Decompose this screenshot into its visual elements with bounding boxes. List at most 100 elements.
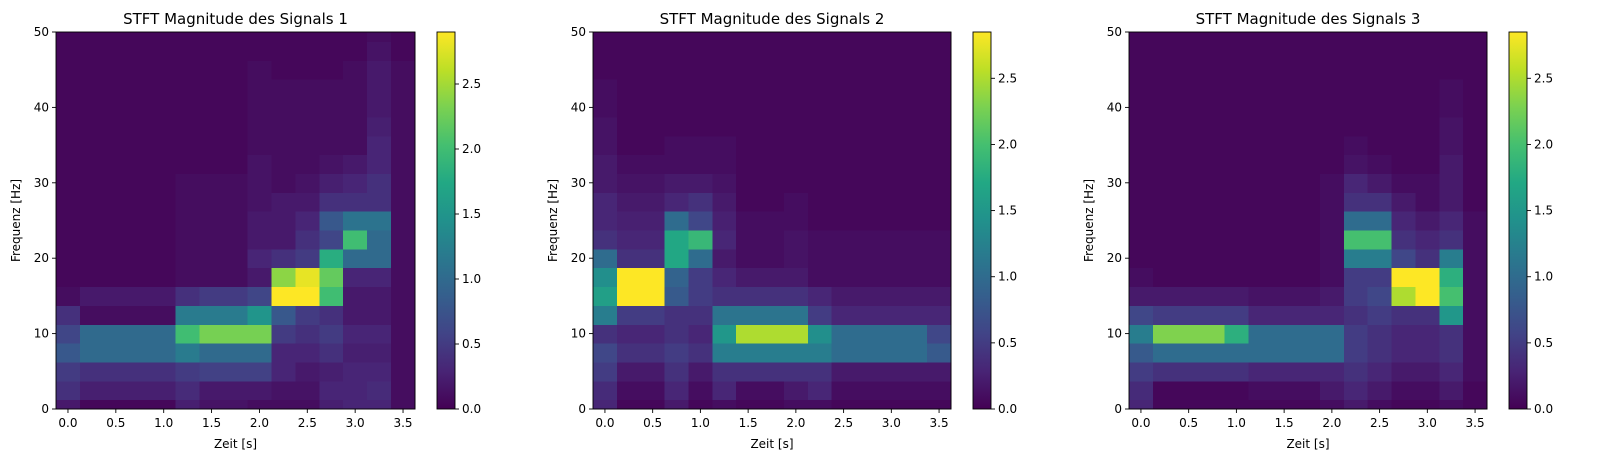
heatmap-cell: [1319, 211, 1345, 231]
heatmap-cell: [783, 60, 809, 80]
heatmap-cell: [783, 361, 809, 382]
heatmap-cell: [295, 380, 320, 401]
heatmap-cell: [1272, 343, 1297, 363]
heatmap-cell: [271, 399, 296, 410]
heatmap-cell: [736, 286, 761, 306]
heatmap-cell: [616, 135, 642, 156]
heatmap-cell: [593, 173, 618, 193]
heatmap-cell: [879, 60, 904, 80]
heatmap-cell: [927, 116, 952, 137]
colorbar-tick-label: 1.0: [462, 272, 481, 286]
heatmap-cell: [1129, 305, 1154, 325]
heatmap-cell: [855, 305, 880, 325]
heatmap-cell: [903, 211, 928, 231]
heatmap-cell: [879, 324, 904, 344]
heatmap-cell: [151, 32, 177, 43]
heatmap-cell: [127, 229, 153, 250]
heatmap-cell: [271, 380, 296, 401]
heatmap-cell: [1463, 286, 1488, 306]
heatmap-cell: [1367, 286, 1393, 306]
heatmap-cell: [1415, 267, 1440, 288]
heatmap-cell: [223, 97, 249, 118]
heatmap-cell: [1224, 60, 1249, 80]
heatmap-cell: [664, 192, 690, 212]
heatmap-cell: [127, 380, 153, 401]
heatmap-cell: [664, 267, 690, 288]
heatmap-cell: [903, 305, 928, 325]
x-tick-label: 0.5: [643, 416, 662, 430]
heatmap-cell: [1152, 343, 1178, 363]
heatmap-cell: [1129, 154, 1154, 174]
heatmap-cell: [223, 173, 249, 193]
heatmap-cell: [1319, 229, 1345, 250]
heatmap-cell: [391, 324, 416, 344]
heatmap-cell: [593, 60, 618, 80]
heatmap-cell: [1176, 248, 1202, 269]
heatmap-cell: [1129, 116, 1154, 137]
heatmap-cell: [319, 154, 344, 174]
heatmap-cell: [223, 380, 249, 401]
colorbar-tick-label: 0.0: [462, 402, 481, 416]
heatmap-cell: [807, 324, 833, 344]
heatmap-cell: [807, 41, 833, 61]
heatmap-cell: [1224, 41, 1249, 61]
heatmap-cell: [1463, 116, 1488, 137]
heatmap-cell: [616, 229, 642, 250]
heatmap-cell: [151, 192, 177, 212]
heatmap-cell: [343, 154, 368, 174]
colorbar-tick-label: 2.0: [462, 142, 481, 156]
heatmap-cell: [1224, 267, 1249, 288]
heatmap-cell: [175, 248, 201, 269]
heatmap-cell: [367, 173, 392, 193]
heatmap-cell: [712, 361, 737, 382]
heatmap-cell: [1152, 380, 1178, 401]
heatmap-cell: [712, 286, 737, 306]
heatmap-cell: [903, 267, 928, 288]
heatmap-cell: [175, 324, 201, 344]
heatmap-cell: [271, 154, 296, 174]
heatmap-cell: [616, 399, 642, 410]
heatmap-cell: [855, 79, 880, 99]
heatmap-cell: [199, 32, 225, 43]
heatmap-cell: [391, 229, 416, 250]
heatmap-cell: [367, 361, 392, 382]
x-axis-label: Zeit [s]: [1286, 437, 1329, 451]
heatmap-cell: [56, 32, 81, 43]
heatmap-cell: [1319, 154, 1345, 174]
heatmap-cell: [1391, 211, 1416, 231]
heatmap-cell: [391, 192, 416, 212]
y-tick-label: 30: [34, 176, 49, 190]
heatmap-cell: [295, 116, 320, 137]
heatmap-cell: [1319, 248, 1345, 269]
heatmap-cell: [927, 41, 952, 61]
heatmap-cell: [1176, 60, 1202, 80]
heatmap-cell: [1296, 248, 1321, 269]
heatmap-cell: [712, 324, 737, 344]
heatmap-cell: [223, 211, 249, 231]
heatmap-cells: [56, 32, 416, 410]
heatmap-cell: [1391, 361, 1416, 382]
heatmap-cell: [1272, 60, 1297, 80]
heatmap-cell: [1248, 173, 1273, 193]
heatmap-cell: [247, 305, 272, 325]
heatmap-cell: [1248, 343, 1273, 363]
heatmap-cell: [640, 286, 666, 306]
heatmap-cell: [79, 380, 105, 401]
heatmap-cell: [1391, 79, 1416, 99]
heatmap-cell: [1367, 399, 1393, 410]
heatmap-cell: [1391, 380, 1416, 401]
heatmap-cell: [1367, 173, 1393, 193]
heatmap-cell: [271, 248, 296, 269]
heatmap-cell: [688, 97, 713, 118]
heatmap-cell: [319, 380, 344, 401]
heatmap-cell: [593, 361, 618, 382]
heatmap-cell: [223, 399, 249, 410]
heatmap-cell: [1224, 286, 1249, 306]
heatmap-cell: [127, 211, 153, 231]
heatmap-cell: [391, 173, 416, 193]
x-tick-label: 1.0: [1227, 416, 1246, 430]
heatmap-cell: [1224, 380, 1249, 401]
heatmap-cell: [807, 135, 833, 156]
heatmap-cell: [855, 135, 880, 156]
heatmap-cell: [783, 324, 809, 344]
